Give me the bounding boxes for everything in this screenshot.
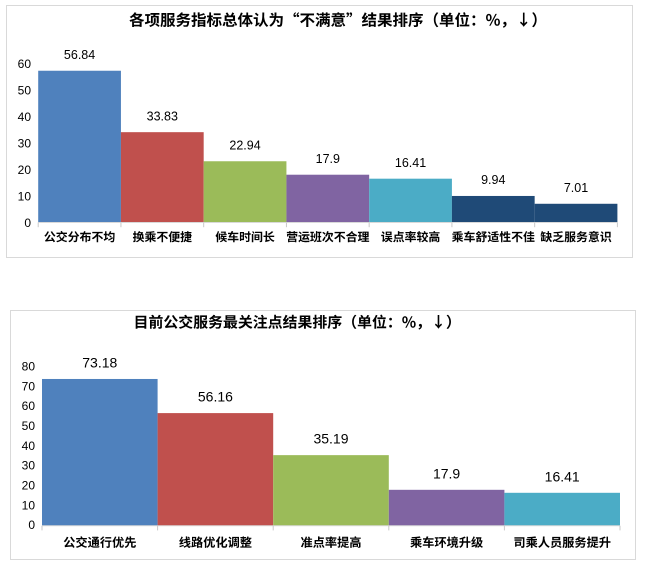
svg-text:10: 10 [18, 189, 32, 203]
svg-text:50: 50 [22, 419, 36, 433]
svg-text:17.9: 17.9 [433, 465, 460, 481]
svg-text:17.9: 17.9 [316, 152, 340, 166]
svg-text:40: 40 [18, 110, 32, 124]
svg-text:30: 30 [22, 459, 36, 473]
svg-text:56.16: 56.16 [198, 389, 233, 405]
svg-text:56.84: 56.84 [64, 48, 95, 62]
svg-text:80: 80 [22, 359, 36, 373]
svg-text:16.41: 16.41 [545, 468, 580, 484]
svg-text:0: 0 [24, 216, 31, 230]
svg-text:70: 70 [22, 379, 36, 393]
svg-text:60: 60 [18, 57, 32, 71]
svg-text:35.19: 35.19 [313, 431, 348, 447]
svg-text:0: 0 [28, 518, 35, 532]
svg-text:33.83: 33.83 [147, 109, 178, 123]
svg-text:20: 20 [22, 479, 36, 493]
svg-text:60: 60 [22, 399, 36, 413]
svg-text:50: 50 [18, 84, 32, 98]
svg-text:30: 30 [18, 137, 32, 151]
svg-text:7.01: 7.01 [564, 181, 588, 195]
svg-text:20: 20 [18, 163, 32, 177]
svg-text:16.41: 16.41 [395, 156, 426, 170]
svg-text:9.94: 9.94 [481, 173, 505, 187]
svg-text:22.94: 22.94 [229, 138, 260, 152]
svg-text:73.18: 73.18 [82, 354, 117, 370]
svg-text:40: 40 [22, 439, 36, 453]
svg-text:10: 10 [22, 498, 36, 512]
